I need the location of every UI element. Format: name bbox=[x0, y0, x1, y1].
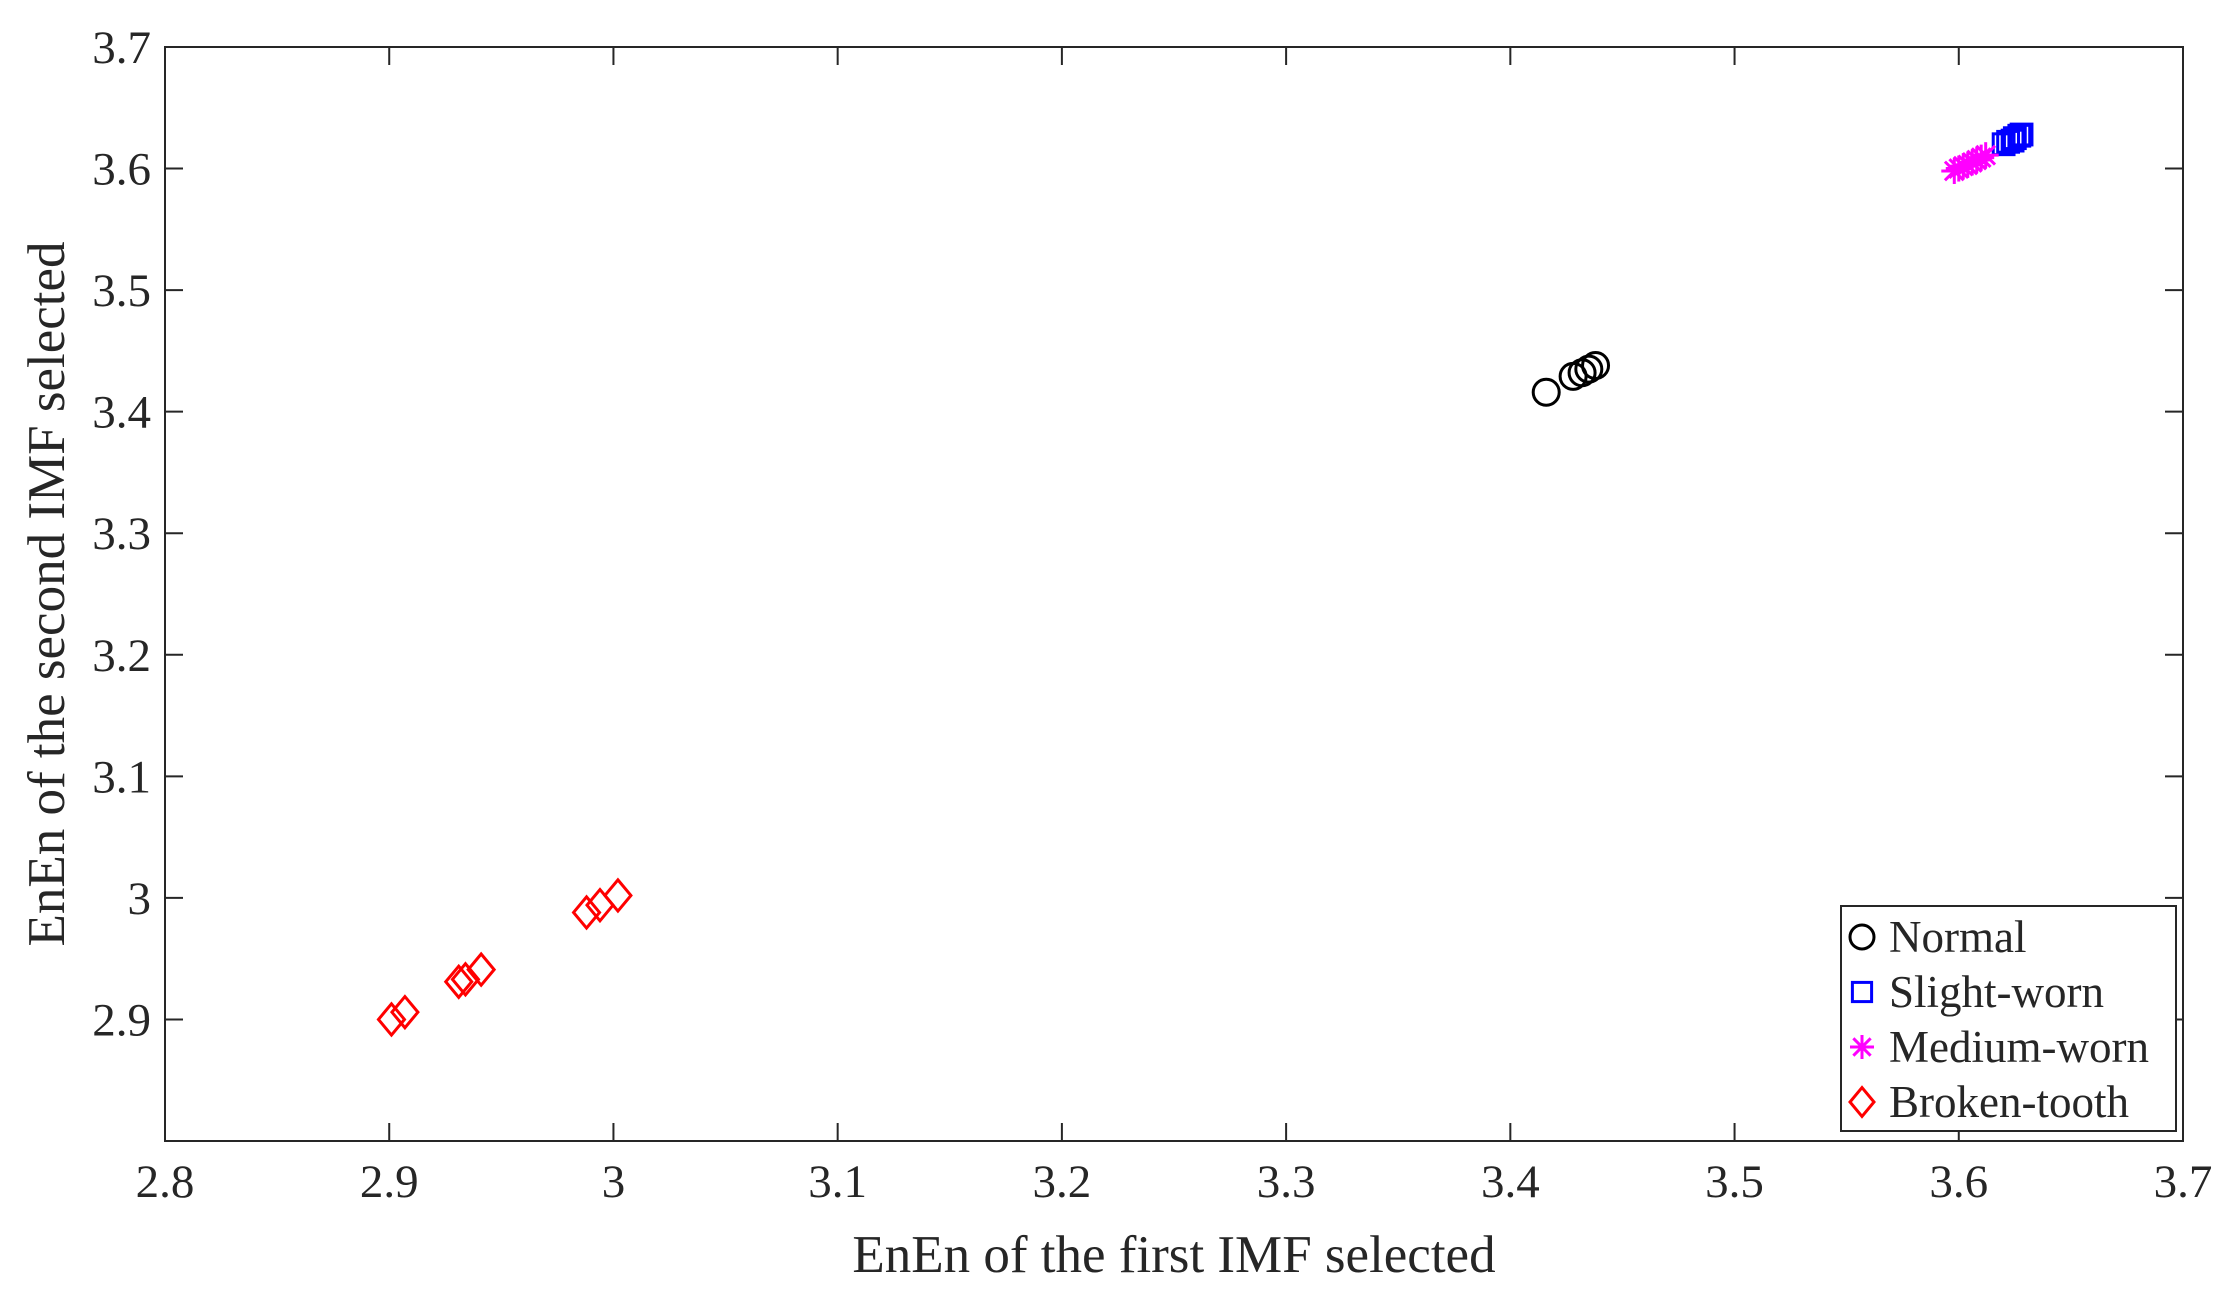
legend-marker-slight-worn bbox=[1850, 980, 1874, 1004]
data-point-slight-worn bbox=[2002, 126, 2027, 151]
legend-marker-broken-tooth bbox=[1848, 1085, 1876, 1119]
y-tick-label: 3.7 bbox=[92, 22, 151, 74]
y-tick-label: 3.3 bbox=[92, 508, 151, 560]
legend-label-medium-worn: Medium-worn bbox=[1889, 1022, 2149, 1072]
data-point-broken-tooth bbox=[602, 877, 633, 914]
legend-marker-medium-worn bbox=[1850, 1035, 1874, 1059]
y-axis-ticks: 2.9 3 3.1 3.2 3.3 3.4 3.5 3.6 3.7 bbox=[92, 22, 2183, 1046]
data-point-broken-tooth bbox=[571, 894, 602, 931]
y-tick-label: 3 bbox=[128, 873, 152, 925]
x-tick-label: 3.6 bbox=[1929, 1156, 1988, 1208]
data-point-broken-tooth bbox=[450, 961, 481, 998]
data-point-normal bbox=[1531, 377, 1561, 407]
y-tick-label: 2.9 bbox=[92, 994, 151, 1046]
data-point-broken-tooth bbox=[466, 951, 497, 988]
legend-label-slight-worn: Slight-worn bbox=[1889, 967, 2104, 1017]
x-tick-label: 3.2 bbox=[1033, 1156, 1092, 1208]
y-tick-label: 3.1 bbox=[92, 751, 151, 803]
x-axis-ticks: 2.8 2.9 3 3.1 3.2 3.3 3.4 3.5 3.6 3.7 bbox=[136, 47, 2213, 1208]
y-tick-label: 3.5 bbox=[92, 265, 151, 317]
legend-label-normal: Normal bbox=[1889, 912, 2026, 962]
data-point-medium-worn bbox=[1972, 142, 1999, 169]
data-markers bbox=[376, 122, 2034, 1038]
legend: Normal Slight-worn Medium-worn Broken-to… bbox=[1840, 905, 2177, 1132]
y-axis-label: EnEn of the second IMF selected bbox=[18, 242, 76, 947]
data-point-broken-tooth bbox=[389, 994, 420, 1031]
x-axis-label: EnEn of the first IMF selected bbox=[852, 1226, 1495, 1284]
asterisk-stroke bbox=[1852, 1037, 1872, 1057]
data-point-slight-worn bbox=[2009, 122, 2034, 147]
x-tick-label: 3.4 bbox=[1481, 1156, 1540, 1208]
data-point-broken-tooth bbox=[443, 963, 474, 1000]
legend-box bbox=[1840, 905, 2177, 1132]
y-tick-label: 3.2 bbox=[92, 630, 151, 682]
x-tick-label: 3 bbox=[602, 1156, 626, 1208]
x-tick-label: 3.7 bbox=[2154, 1156, 2213, 1208]
x-tick-label: 3.5 bbox=[1705, 1156, 1764, 1208]
data-point-broken-tooth bbox=[376, 1001, 407, 1038]
x-tick-label: 3.3 bbox=[1257, 1156, 1316, 1208]
legend-marker-normal bbox=[1848, 923, 1876, 951]
asterisk-stroke bbox=[1975, 144, 1997, 166]
y-tick-label: 3.4 bbox=[92, 387, 151, 439]
x-tick-label: 2.9 bbox=[360, 1156, 419, 1208]
y-tick-label: 3.6 bbox=[92, 144, 151, 196]
legend-label-broken-tooth: Broken-tooth bbox=[1889, 1077, 2129, 1127]
x-tick-label: 3.1 bbox=[808, 1156, 867, 1208]
x-tick-label: 2.8 bbox=[136, 1156, 195, 1208]
data-point-normal bbox=[1581, 350, 1611, 380]
legend-markers bbox=[1848, 923, 1876, 1119]
